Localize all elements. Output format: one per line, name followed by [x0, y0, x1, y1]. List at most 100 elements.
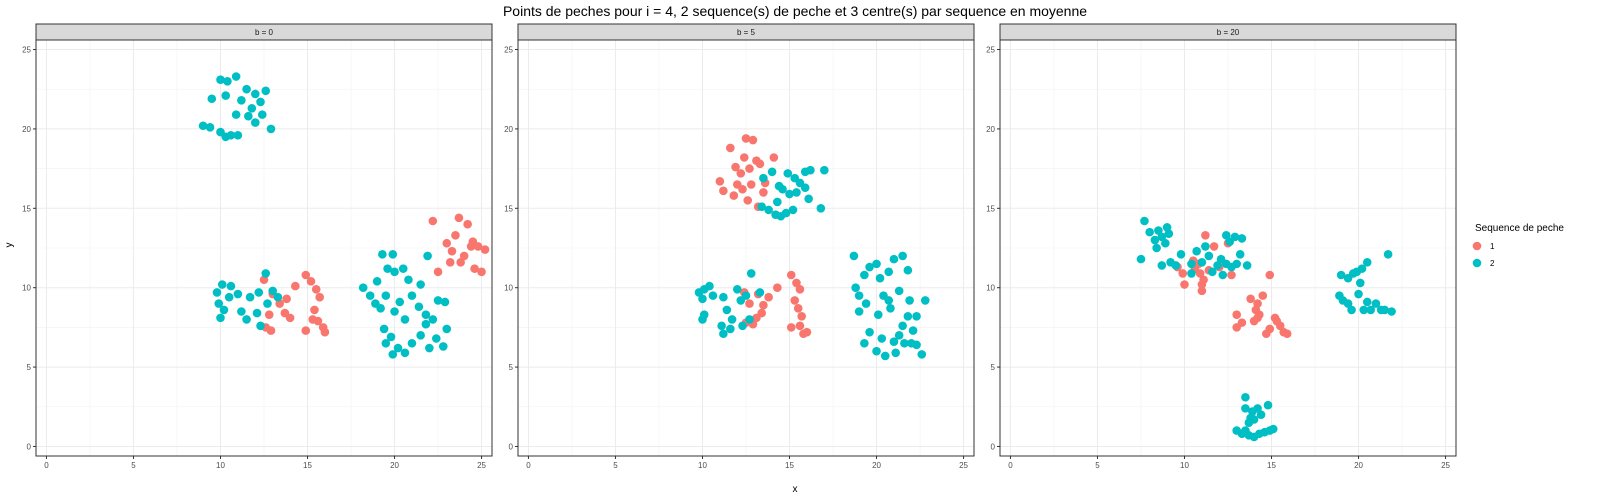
data-point-sequence-2	[216, 75, 225, 84]
y-tick-label: 25	[986, 46, 995, 55]
legend-items: 12	[1472, 241, 1495, 268]
data-point-sequence-2	[207, 94, 217, 104]
data-point-sequence-2	[1213, 261, 1222, 270]
data-point-sequence-1	[793, 304, 803, 313]
data-point-sequence-1	[748, 135, 758, 145]
data-point-sequence-1	[719, 186, 728, 196]
data-point-sequence-2	[727, 315, 737, 324]
data-point-sequence-2	[1218, 270, 1228, 280]
data-point-sequence-2	[851, 283, 860, 292]
data-point-sequence-2	[1157, 261, 1167, 270]
data-point-sequence-2	[390, 267, 399, 277]
data-point-sequence-2	[698, 315, 707, 324]
data-point-sequence-2	[1176, 250, 1186, 259]
data-point-sequence-2	[900, 338, 909, 348]
data-point-sequence-1	[282, 294, 291, 304]
data-point-sequence-1	[301, 326, 311, 335]
data-point-sequence-2	[432, 334, 441, 343]
data-point-sequence-2	[705, 281, 714, 291]
data-point-sequence-1	[1258, 291, 1268, 300]
panel-border	[35, 39, 493, 457]
data-point-sequence-2	[872, 346, 881, 356]
data-point-sequence-2	[1355, 278, 1365, 288]
x-tick-label: 10	[216, 461, 225, 470]
data-point-sequence-2	[806, 165, 815, 175]
data-point-sequence-1	[1180, 280, 1189, 289]
data-point-sequence-2	[783, 169, 793, 178]
y-tick-label: 15	[22, 204, 31, 213]
facet-strip-label: b = 20	[1217, 28, 1240, 37]
data-point-sequence-2	[1237, 234, 1247, 243]
data-point-sequence-1	[743, 196, 753, 205]
data-point-sequence-2	[244, 111, 253, 121]
data-point-sequence-2	[1359, 305, 1369, 315]
data-point-sequence-1	[459, 251, 469, 261]
data-point-sequence-2	[732, 284, 742, 294]
data-point-sequence-2	[905, 296, 914, 305]
data-point-sequence-2	[1263, 400, 1273, 410]
data-point-sequence-1	[1199, 275, 1208, 285]
data-point-sequence-2	[920, 296, 930, 305]
data-point-sequence-1	[463, 219, 472, 229]
y-tick-label: 10	[22, 284, 31, 293]
data-point-sequence-2	[398, 264, 408, 273]
data-point-sequence-2	[903, 265, 913, 275]
data-point-sequence-2	[421, 319, 431, 329]
data-point-sequence-1	[802, 327, 812, 337]
data-point-sequence-2	[1161, 238, 1170, 248]
y-tick-label: 10	[986, 284, 995, 293]
data-point-sequence-1	[301, 270, 311, 280]
data-point-sequence-2	[746, 269, 756, 278]
data-point-sequence-2	[1187, 269, 1196, 278]
data-point-sequence-2	[226, 281, 236, 291]
data-point-sequence-2	[903, 311, 913, 321]
y-tick-label: 0	[509, 442, 514, 451]
data-point-sequence-2	[1336, 270, 1346, 280]
data-point-sequence-2	[873, 310, 883, 319]
x-tick-label: 10	[1180, 461, 1189, 470]
data-point-sequence-2	[224, 292, 234, 302]
data-point-sequence-1	[1197, 286, 1207, 296]
data-point-sequence-2	[433, 296, 443, 305]
data-point-sequence-1	[786, 270, 796, 280]
data-point-sequence-2	[245, 292, 255, 302]
data-point-sequence-1	[306, 277, 316, 286]
data-point-sequence-2	[898, 321, 907, 331]
facet-panel: b = 5 0 5 10 15 20 25 0 5 10 15 20 25	[504, 23, 975, 470]
data-point-sequence-1	[1261, 329, 1271, 339]
data-point-sequence-2	[1145, 227, 1154, 237]
data-point-sequence-2	[1241, 404, 1250, 413]
data-point-sequence-1	[447, 246, 457, 256]
legend-key-sequence-2	[1472, 258, 1482, 268]
data-point-sequence-1	[1232, 323, 1242, 332]
data-point-sequence-1	[759, 188, 768, 197]
data-point-sequence-2	[1157, 232, 1167, 242]
data-point-sequence-2	[767, 167, 777, 177]
data-point-sequence-2	[877, 334, 887, 343]
data-point-sequence-2	[1354, 289, 1363, 299]
data-point-sequence-2	[889, 254, 899, 264]
data-point-sequence-1	[759, 300, 768, 310]
data-point-sequence-1	[1255, 310, 1264, 319]
data-point-sequence-2	[378, 250, 387, 259]
facet-strip-label: b = 5	[737, 28, 756, 37]
data-point-sequence-2	[717, 321, 726, 331]
data-point-sequence-2	[261, 86, 271, 96]
data-point-sequence-1	[480, 245, 490, 254]
data-point-sequence-1	[1195, 269, 1205, 278]
data-point-sequence-2	[257, 110, 267, 119]
data-point-sequence-2	[216, 313, 225, 323]
data-point-sequence-1	[285, 313, 295, 323]
data-point-sequence-1	[266, 326, 276, 335]
data-point-sequence-2	[247, 103, 257, 113]
data-point-sequence-1	[797, 311, 806, 321]
data-point-sequence-2	[242, 315, 251, 324]
data-point-sequence-2	[1171, 261, 1181, 270]
x-tick-label: 25	[477, 461, 486, 470]
data-point-sequence-2	[1201, 242, 1210, 251]
data-point-sequence-2	[1383, 250, 1393, 259]
data-point-sequence-2	[745, 315, 754, 324]
data-point-sequence-1	[308, 315, 318, 324]
data-point-sequence-2	[1347, 305, 1356, 315]
data-point-sequence-2	[816, 204, 826, 213]
